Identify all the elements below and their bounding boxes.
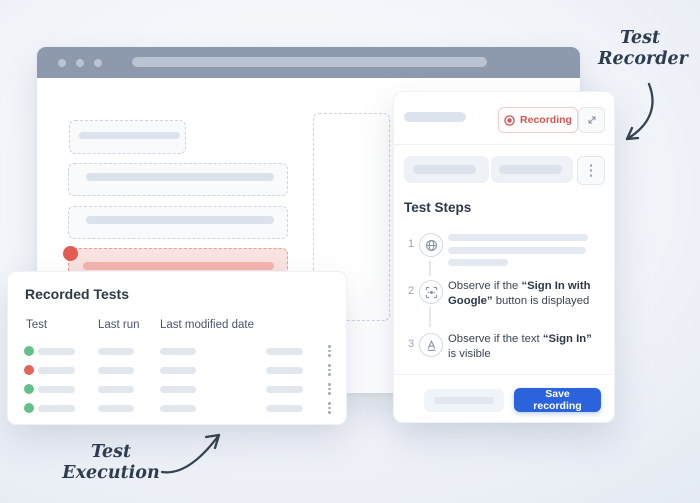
- save-recording-button[interactable]: Save recording: [514, 388, 601, 412]
- skeleton-bar: [266, 386, 303, 393]
- row-menu-button[interactable]: [328, 364, 331, 376]
- record-icon: [504, 114, 515, 126]
- skeleton-bar: [448, 259, 508, 266]
- skeleton-block: [69, 120, 186, 154]
- column-header-last-run: Last run: [98, 319, 140, 331]
- recorded-tests-title: Recorded Tests: [25, 286, 129, 302]
- step-description: Observe if the “Sign In with Google” but…: [448, 280, 591, 307]
- step-connector-line: [429, 261, 431, 276]
- skeleton-bar: [160, 367, 196, 374]
- window-control-dot[interactable]: [94, 59, 102, 67]
- skeleton-bar: [83, 262, 274, 270]
- status-dot: [24, 346, 34, 356]
- execution-arrow: [160, 433, 221, 474]
- recording-label: Recording: [520, 114, 572, 126]
- skeleton-bar: [413, 165, 476, 174]
- skeleton-bar: [98, 386, 134, 393]
- skeleton-bar: [266, 367, 303, 374]
- table-row[interactable]: [8, 381, 346, 398]
- test-execution-annotation: Test Execution: [62, 442, 160, 483]
- step-connector-line: [429, 307, 431, 327]
- skeleton-bar: [434, 397, 494, 404]
- skeleton-block: [68, 163, 288, 196]
- skeleton-bar: [98, 405, 134, 412]
- step-number: 2: [407, 285, 415, 297]
- observe-element-icon: [419, 280, 443, 304]
- skeleton-bar: [98, 348, 134, 355]
- skeleton-bar: [86, 216, 274, 224]
- recording-status-badge[interactable]: Recording: [498, 107, 578, 133]
- skeleton-bar: [160, 405, 196, 412]
- row-menu-button[interactable]: [328, 345, 331, 357]
- step-number: 1: [407, 238, 415, 250]
- skeleton-bar: [266, 348, 303, 355]
- table-row[interactable]: [8, 362, 346, 379]
- divider: [394, 374, 614, 375]
- globe-icon: [419, 233, 443, 257]
- test-recorder-annotation: Test Recorder: [598, 28, 688, 69]
- skeleton-bar: [499, 165, 562, 174]
- recorded-tests-panel: Recorded Tests Test Last run Last modifi…: [7, 271, 347, 425]
- table-row[interactable]: [8, 400, 346, 417]
- skeleton-bar: [38, 405, 75, 412]
- panel-title-skeleton: [404, 112, 466, 122]
- text-visibility-icon: [419, 333, 443, 357]
- status-dot: [24, 365, 34, 375]
- skeleton-bar: [266, 405, 303, 412]
- skeleton-bar: [160, 386, 196, 393]
- column-header-test: Test: [26, 319, 48, 331]
- status-dot: [24, 403, 34, 413]
- skeleton-bar: [448, 234, 588, 241]
- collapse-panel-button[interactable]: [578, 107, 605, 133]
- table-row[interactable]: [8, 343, 346, 360]
- recording-target-dot: [63, 246, 78, 261]
- skeleton-bar: [79, 132, 180, 139]
- divider: [394, 144, 614, 145]
- row-menu-button[interactable]: [328, 383, 331, 395]
- secondary-action-placeholder[interactable]: [424, 389, 504, 412]
- address-bar[interactable]: [132, 57, 487, 67]
- window-control-dot[interactable]: [58, 59, 66, 67]
- step-description: Observe if the text “Sign In” is visible: [448, 333, 592, 360]
- skeleton-bar: [98, 367, 134, 374]
- test-recorder-panel: Recording Test Steps 1 2: [393, 91, 615, 423]
- status-dot: [24, 384, 34, 394]
- browser-topbar: [37, 47, 580, 78]
- toolbar-pill-button[interactable]: [404, 156, 489, 183]
- panel-menu-button[interactable]: [577, 156, 605, 185]
- skeleton-block: [68, 206, 288, 239]
- step-number: 3: [407, 338, 415, 350]
- skeleton-bar: [448, 247, 586, 254]
- kebab-menu-icon: [589, 164, 593, 177]
- collapse-icon: [586, 114, 598, 126]
- skeleton-bar: [38, 386, 75, 393]
- window-control-dot[interactable]: [76, 59, 84, 67]
- skeleton-bar: [160, 348, 196, 355]
- column-header-last-modified: Last modified date: [160, 319, 254, 331]
- toolbar-pill-button[interactable]: [491, 156, 573, 183]
- row-menu-button[interactable]: [328, 402, 331, 414]
- test-steps-title: Test Steps: [404, 200, 472, 215]
- skeleton-bar: [38, 348, 75, 355]
- recorder-arrow: [625, 82, 654, 141]
- panel-dock-placeholder: [313, 113, 390, 321]
- skeleton-bar: [86, 173, 274, 181]
- skeleton-bar: [38, 367, 75, 374]
